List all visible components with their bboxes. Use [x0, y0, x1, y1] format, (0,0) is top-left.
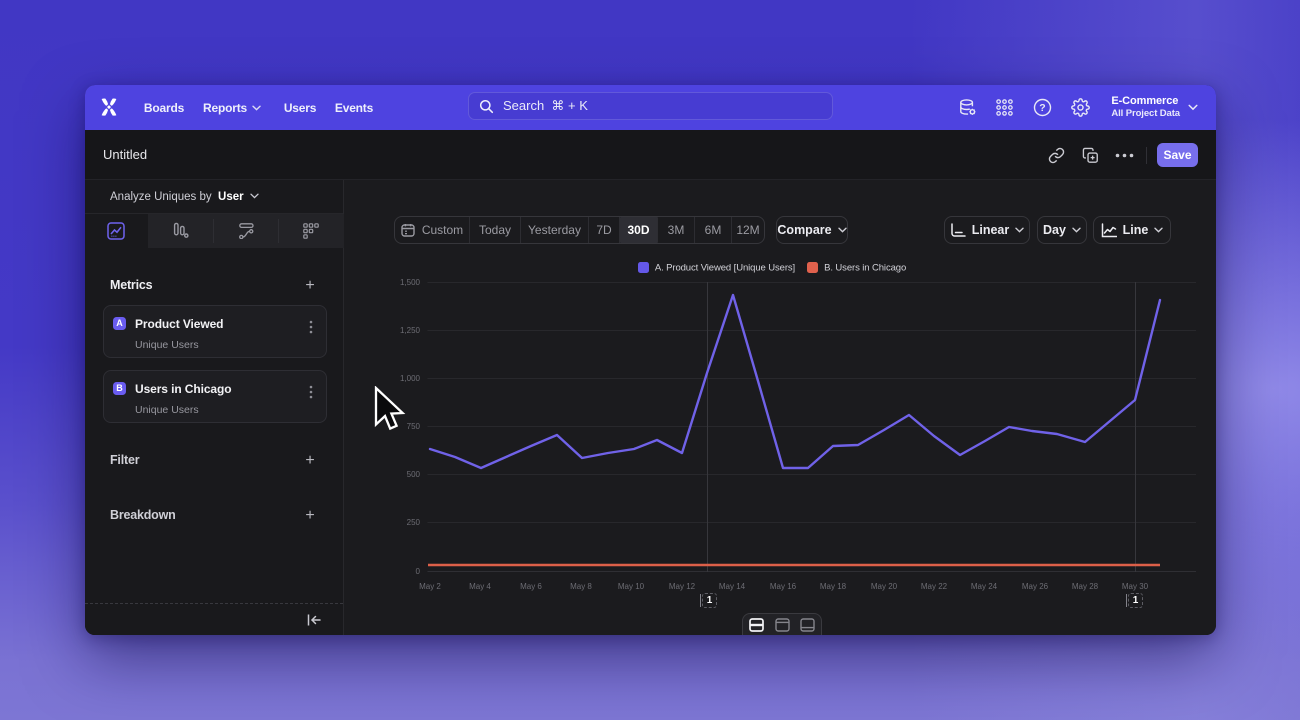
svg-text:?: ?	[1040, 102, 1046, 114]
